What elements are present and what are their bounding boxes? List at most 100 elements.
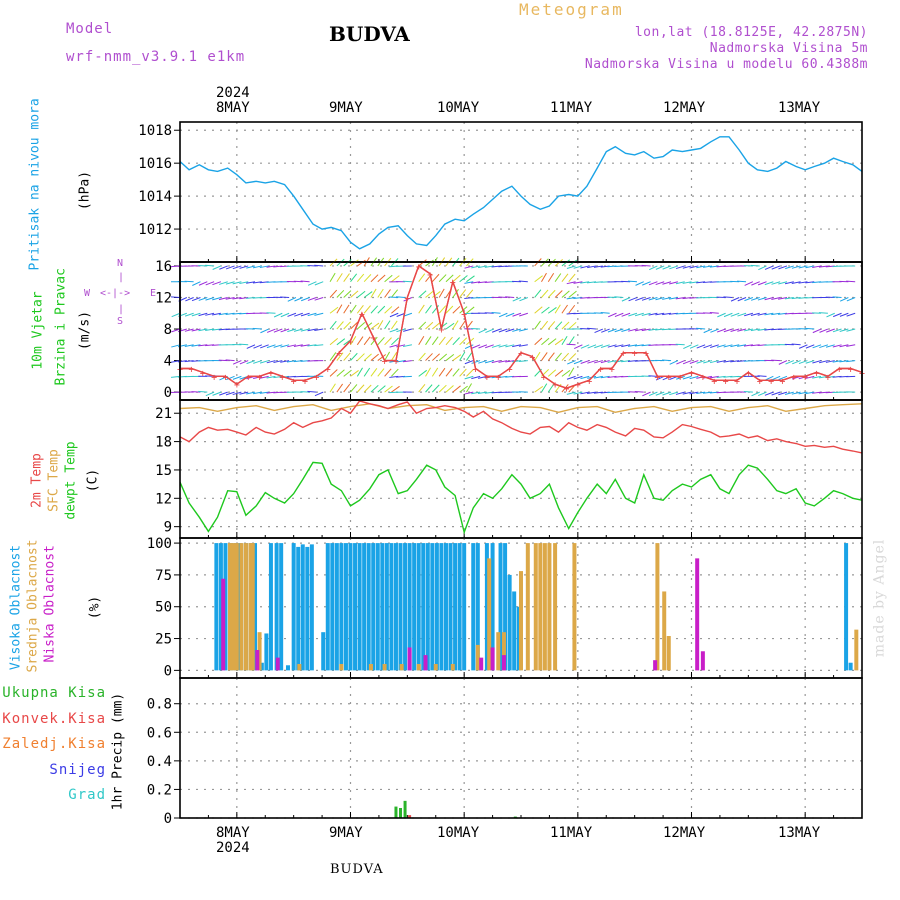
wind-barb <box>363 305 371 314</box>
wind-barb <box>580 360 590 364</box>
wind-barb <box>184 344 194 347</box>
wind-speed-marker: + <box>461 309 467 320</box>
wind-barb <box>343 321 351 330</box>
wind-barb <box>750 328 760 332</box>
wind-barb <box>771 312 781 316</box>
wind-barb <box>205 281 215 286</box>
wind-barb <box>512 328 522 332</box>
wind-barb <box>445 336 453 346</box>
wind-barb <box>389 344 399 348</box>
wind-barb <box>600 375 610 379</box>
wind-barb <box>418 384 426 393</box>
wind-barb <box>627 280 637 283</box>
wind-barb <box>716 360 726 363</box>
cloud-cover-bar <box>538 543 543 671</box>
wind-barb <box>669 391 679 396</box>
wind-barb <box>370 288 377 298</box>
wind-barb <box>459 351 466 361</box>
wind-barb <box>505 328 515 333</box>
wind-barb <box>628 328 638 332</box>
wind-barb <box>587 281 597 284</box>
wind-barb <box>329 320 337 330</box>
wind-barb <box>561 273 569 283</box>
wind-barb <box>452 337 460 346</box>
wind-speed-marker: + <box>348 337 354 348</box>
wind-barb <box>696 327 706 330</box>
hourly-precipitation-bar <box>403 800 407 818</box>
wind-speed-ytick-label: 12 <box>155 290 172 306</box>
wind-barb <box>642 391 651 397</box>
wind-barb <box>518 328 528 332</box>
wind-barb <box>709 375 719 379</box>
bottom-date-8may: 8MAY <box>216 825 250 841</box>
wind-speed-marker: + <box>541 372 547 383</box>
wind-barb <box>519 312 528 317</box>
wind-barb <box>391 337 400 346</box>
wind-barb <box>191 312 201 317</box>
wind-barb <box>655 297 665 301</box>
wind-barb <box>573 344 583 350</box>
wind-barb <box>832 344 842 348</box>
compass-e: E <box>150 288 157 299</box>
wind-barb <box>812 391 822 394</box>
cloud-cover-bar <box>501 632 506 671</box>
wind-barb <box>689 265 699 269</box>
wind-barb <box>587 265 597 269</box>
wind-barb <box>641 328 651 332</box>
cloud-cover-bar <box>368 664 373 671</box>
wind-speed-marker: + <box>734 376 740 387</box>
wind-speed-marker: + <box>336 349 342 360</box>
wind-barb <box>266 312 276 314</box>
cloud-cover-bar <box>844 543 849 671</box>
cloud-cover-bar <box>439 543 444 671</box>
cloud-cover-bar <box>348 543 353 671</box>
wind-barb <box>402 360 412 363</box>
wind-barb <box>566 343 576 346</box>
cloud-cover-bar <box>572 543 577 671</box>
wind-barb <box>730 360 740 363</box>
wind-barb <box>307 328 317 332</box>
wind-barb <box>573 375 583 380</box>
wind-barb <box>621 328 631 332</box>
wind-barb <box>642 281 651 286</box>
wind-barb <box>798 281 808 284</box>
legend-snow: Snijeg <box>49 762 106 778</box>
wind-speed-marker: + <box>848 364 854 375</box>
wind-barb <box>607 360 617 363</box>
wind-barb <box>534 351 541 361</box>
cloud-cover-bar <box>275 657 280 671</box>
wind-barb <box>459 289 467 298</box>
wind-barb <box>607 375 617 379</box>
cloud-cover-ytick-label: 0 <box>164 663 172 679</box>
temperature-ytick-label: 18 <box>155 435 172 451</box>
wind-barb <box>662 312 672 316</box>
wind-barb <box>587 327 597 330</box>
wind-barb <box>635 281 644 286</box>
wind-barb <box>198 328 208 332</box>
wind-speed-ytick-label: 4 <box>164 354 172 370</box>
wind-barb <box>580 344 590 349</box>
wind-barb <box>785 360 794 365</box>
cloud-cover-bar <box>339 664 344 671</box>
cloud-cover-bar <box>425 543 430 671</box>
wind-barb <box>682 360 692 365</box>
wind-barb <box>336 321 344 330</box>
wind-barb <box>343 273 350 283</box>
hourly-precipitation-bar <box>394 806 398 818</box>
wind-speed-ytick-label: 16 <box>155 259 172 275</box>
wind-barb <box>737 312 747 317</box>
cloud-cover-bar <box>662 591 667 671</box>
wind-barb <box>471 360 481 364</box>
cloud-cover-bar <box>325 543 330 671</box>
wind-barb <box>343 304 350 314</box>
wind-barb <box>634 312 644 317</box>
wind-barb <box>730 344 740 348</box>
wind-barb <box>184 360 194 363</box>
wind-barb <box>418 369 427 377</box>
cloud-cover-bar <box>353 543 358 671</box>
wind-barb <box>676 375 685 380</box>
wind-barb <box>425 321 434 330</box>
wind-barb <box>198 390 208 393</box>
wind-barb <box>621 312 631 317</box>
wind-barb <box>498 312 508 318</box>
